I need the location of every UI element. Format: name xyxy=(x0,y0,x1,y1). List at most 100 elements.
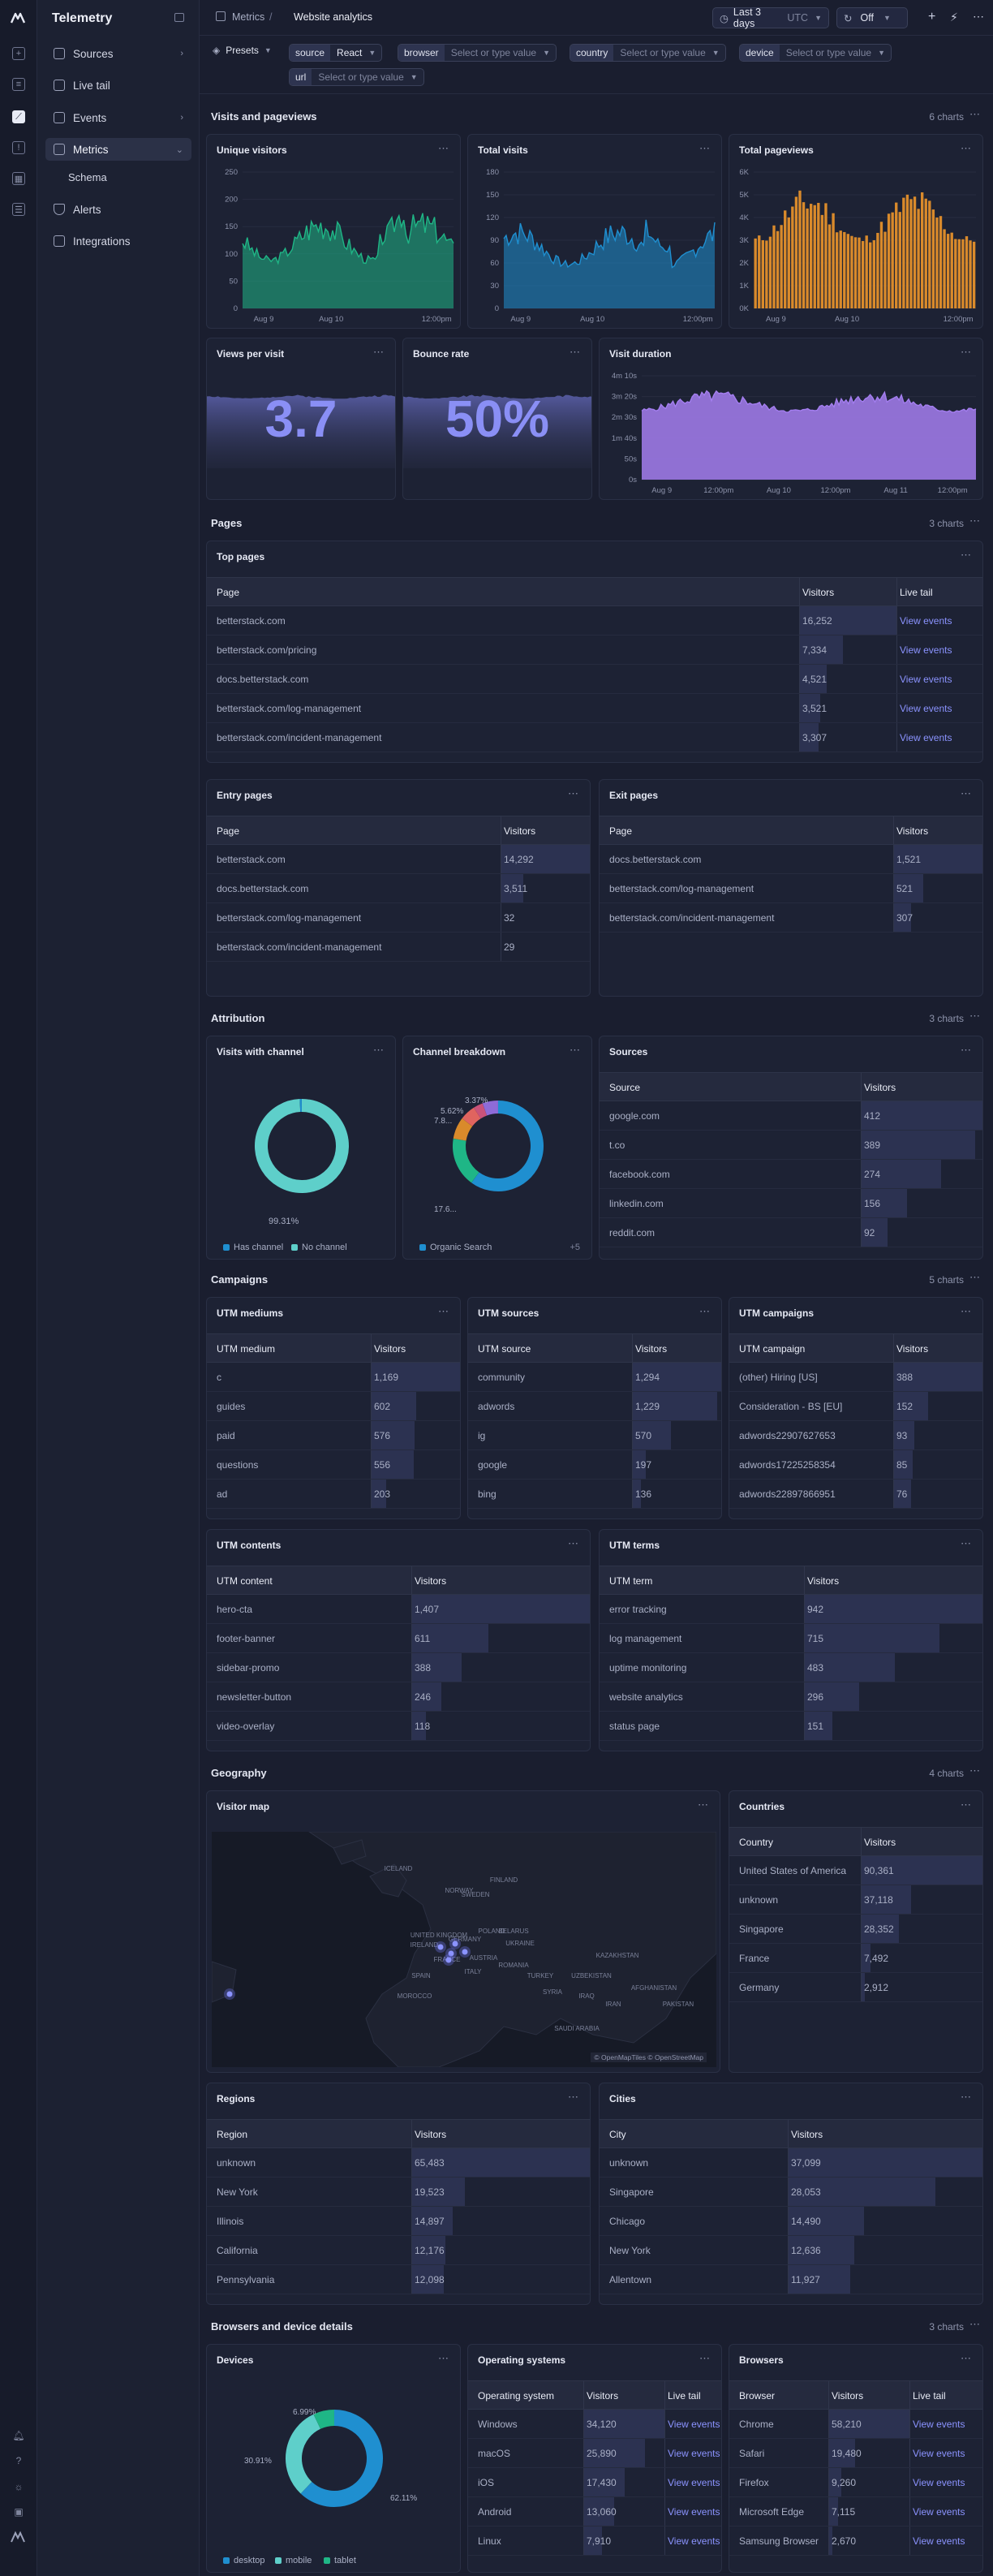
visitor-marker[interactable] xyxy=(437,1944,444,1950)
section-attribution[interactable]: Attribution 3 charts ⋯ xyxy=(211,1009,982,1028)
lightning-icon[interactable]: ⚡︎ xyxy=(950,11,958,24)
table-row[interactable]: betterstack.com/incident-management 29 xyxy=(207,933,590,962)
sidebar-item-live-tail[interactable]: Live tail xyxy=(45,74,191,97)
has-channel-slice[interactable] xyxy=(255,1099,349,1193)
pageviews-bar[interactable] xyxy=(895,202,898,308)
table-row[interactable]: New York 12,636 xyxy=(600,2236,982,2265)
view-events-link[interactable]: View events xyxy=(913,2506,965,2518)
more-icon[interactable]: ⋯ xyxy=(969,1764,980,1777)
pageviews-bar[interactable] xyxy=(913,196,917,308)
table-row[interactable]: Chrome 58,210 View events xyxy=(729,2410,982,2439)
pageviews-bar[interactable] xyxy=(791,206,794,308)
pageviews-bar[interactable] xyxy=(902,197,905,308)
view-events-link[interactable]: View events xyxy=(913,2419,965,2430)
table-row[interactable]: Allentown 11,927 xyxy=(600,2265,982,2294)
more-icon[interactable]: ⋯ xyxy=(961,549,971,561)
table-row[interactable]: ig 570 xyxy=(468,1421,721,1450)
column-header[interactable]: Visitors xyxy=(896,825,929,837)
column-header[interactable]: Region xyxy=(217,2129,248,2140)
channel-slice[interactable] xyxy=(462,1107,481,1126)
table-row[interactable]: Linux 7,910 View events xyxy=(468,2526,721,2556)
table-row[interactable]: ad 203 xyxy=(207,1480,460,1509)
table-row[interactable]: betterstack.com/log-management 3,521 View … xyxy=(207,694,982,723)
pageviews-bar[interactable] xyxy=(921,192,924,308)
view-events-link[interactable]: View events xyxy=(668,2506,720,2518)
table-row[interactable]: California 12,176 xyxy=(207,2236,590,2265)
pageviews-bar[interactable] xyxy=(876,232,879,308)
pageviews-bar[interactable] xyxy=(794,196,798,308)
pageviews-bar[interactable] xyxy=(946,234,950,308)
column-header[interactable]: UTM medium xyxy=(217,1343,276,1355)
rail-dashboards-icon[interactable]: ▦ xyxy=(12,172,25,185)
sidebar-item-alerts[interactable]: Alerts xyxy=(45,198,191,221)
table-row[interactable]: adwords22907627653 93 xyxy=(729,1421,982,1450)
view-events-link[interactable]: View events xyxy=(913,2477,965,2488)
pageviews-bar[interactable] xyxy=(802,202,806,308)
table-row[interactable]: linkedin.com 156 xyxy=(600,1189,982,1218)
rail-telemetry-icon[interactable]: ⟋ xyxy=(12,110,25,123)
pageviews-bar[interactable] xyxy=(843,231,846,308)
visitor-marker[interactable] xyxy=(445,1957,452,1963)
column-header[interactable]: Visitors xyxy=(415,2129,447,2140)
pageviews-bar[interactable] xyxy=(824,203,828,308)
table-row[interactable]: t.co 389 xyxy=(600,1131,982,1160)
pageviews-bar[interactable] xyxy=(883,231,887,308)
more-icon[interactable]: ⋯ xyxy=(570,1044,580,1056)
table-row[interactable]: Chicago 14,490 xyxy=(600,2207,982,2236)
view-events-link[interactable]: View events xyxy=(913,2535,965,2547)
table-row[interactable]: New York 19,523 xyxy=(207,2178,590,2207)
pageviews-bar[interactable] xyxy=(798,190,802,308)
table-row[interactable]: adwords17225258354 85 xyxy=(729,1450,982,1480)
table-row[interactable]: docs.betterstack.com 1,521 xyxy=(600,845,982,874)
pageviews-bar[interactable] xyxy=(810,204,813,308)
visitor-marker[interactable] xyxy=(462,1949,468,1955)
pageviews-bar[interactable] xyxy=(780,225,783,308)
section-campaigns[interactable]: Campaigns 5 charts ⋯ xyxy=(211,1270,982,1290)
organic-search-slice[interactable] xyxy=(471,1101,544,1191)
pageviews-bar[interactable] xyxy=(939,216,943,308)
pageviews-bar[interactable] xyxy=(969,240,972,308)
column-header[interactable]: Visitors xyxy=(864,1837,896,1848)
pageviews-bar[interactable] xyxy=(909,199,913,308)
pageviews-bar[interactable] xyxy=(917,209,920,308)
table-row[interactable]: France 7,492 xyxy=(729,1944,982,1973)
column-header[interactable]: Visitors xyxy=(415,1575,447,1587)
pageviews-bar[interactable] xyxy=(954,239,957,308)
table-row[interactable]: betterstack.com 14,292 xyxy=(207,845,590,874)
more-icon[interactable]: ⋯ xyxy=(973,10,984,23)
column-header[interactable]: UTM campaign xyxy=(739,1343,806,1355)
column-header[interactable]: Visitors xyxy=(791,2129,823,2140)
table-row[interactable]: adwords 1,229 xyxy=(468,1392,721,1421)
table-row[interactable]: (other) Hiring [US] 388 xyxy=(729,1363,982,1392)
pageviews-bar[interactable] xyxy=(768,236,772,308)
table-row[interactable]: c 1,169 xyxy=(207,1363,460,1392)
table-row[interactable]: Samsung Browser 2,670 View events xyxy=(729,2526,982,2556)
pageviews-bar[interactable] xyxy=(905,194,909,308)
more-icon[interactable]: ⋯ xyxy=(961,1798,971,1811)
more-icon[interactable]: ⋯ xyxy=(699,1305,710,1317)
view-events-link[interactable]: View events xyxy=(668,2419,720,2430)
view-events-link[interactable]: View events xyxy=(900,674,952,685)
column-header[interactable]: Visitors xyxy=(802,587,835,598)
map-attribution[interactable]: © OpenMapTiles © OpenStreetMap xyxy=(591,2053,707,2062)
more-icon[interactable]: ⋯ xyxy=(969,1010,980,1022)
table-row[interactable]: betterstack.com 16,252 View events xyxy=(207,606,982,635)
pageviews-bar[interactable] xyxy=(931,209,935,308)
pageviews-bar[interactable] xyxy=(832,213,835,308)
desktop-slice[interactable] xyxy=(300,2410,383,2507)
time-range-button[interactable]: ◷ Last 3 days UTC ▼ xyxy=(712,6,829,29)
more-icon[interactable]: ⋯ xyxy=(961,142,971,154)
pageviews-bar[interactable] xyxy=(846,234,850,308)
table-row[interactable]: Android 13,060 View events xyxy=(468,2497,721,2526)
more-icon[interactable]: ⋯ xyxy=(969,108,980,120)
table-row[interactable]: betterstack.com/pricing 7,334 View events xyxy=(207,635,982,665)
table-row[interactable]: Firefox 9,260 View events xyxy=(729,2468,982,2497)
pageviews-bar[interactable] xyxy=(776,230,780,308)
pageviews-bar[interactable] xyxy=(787,217,790,308)
table-row[interactable]: hero-cta 1,407 xyxy=(207,1595,590,1624)
sidebar-item-events[interactable]: Events › xyxy=(45,106,191,129)
view-events-link[interactable]: View events xyxy=(900,732,952,743)
source-filter[interactable]: source React ▼ xyxy=(289,44,383,62)
column-header[interactable]: UTM term xyxy=(609,1575,653,1587)
table-row[interactable]: Microsoft Edge 7,115 View events xyxy=(729,2497,982,2526)
